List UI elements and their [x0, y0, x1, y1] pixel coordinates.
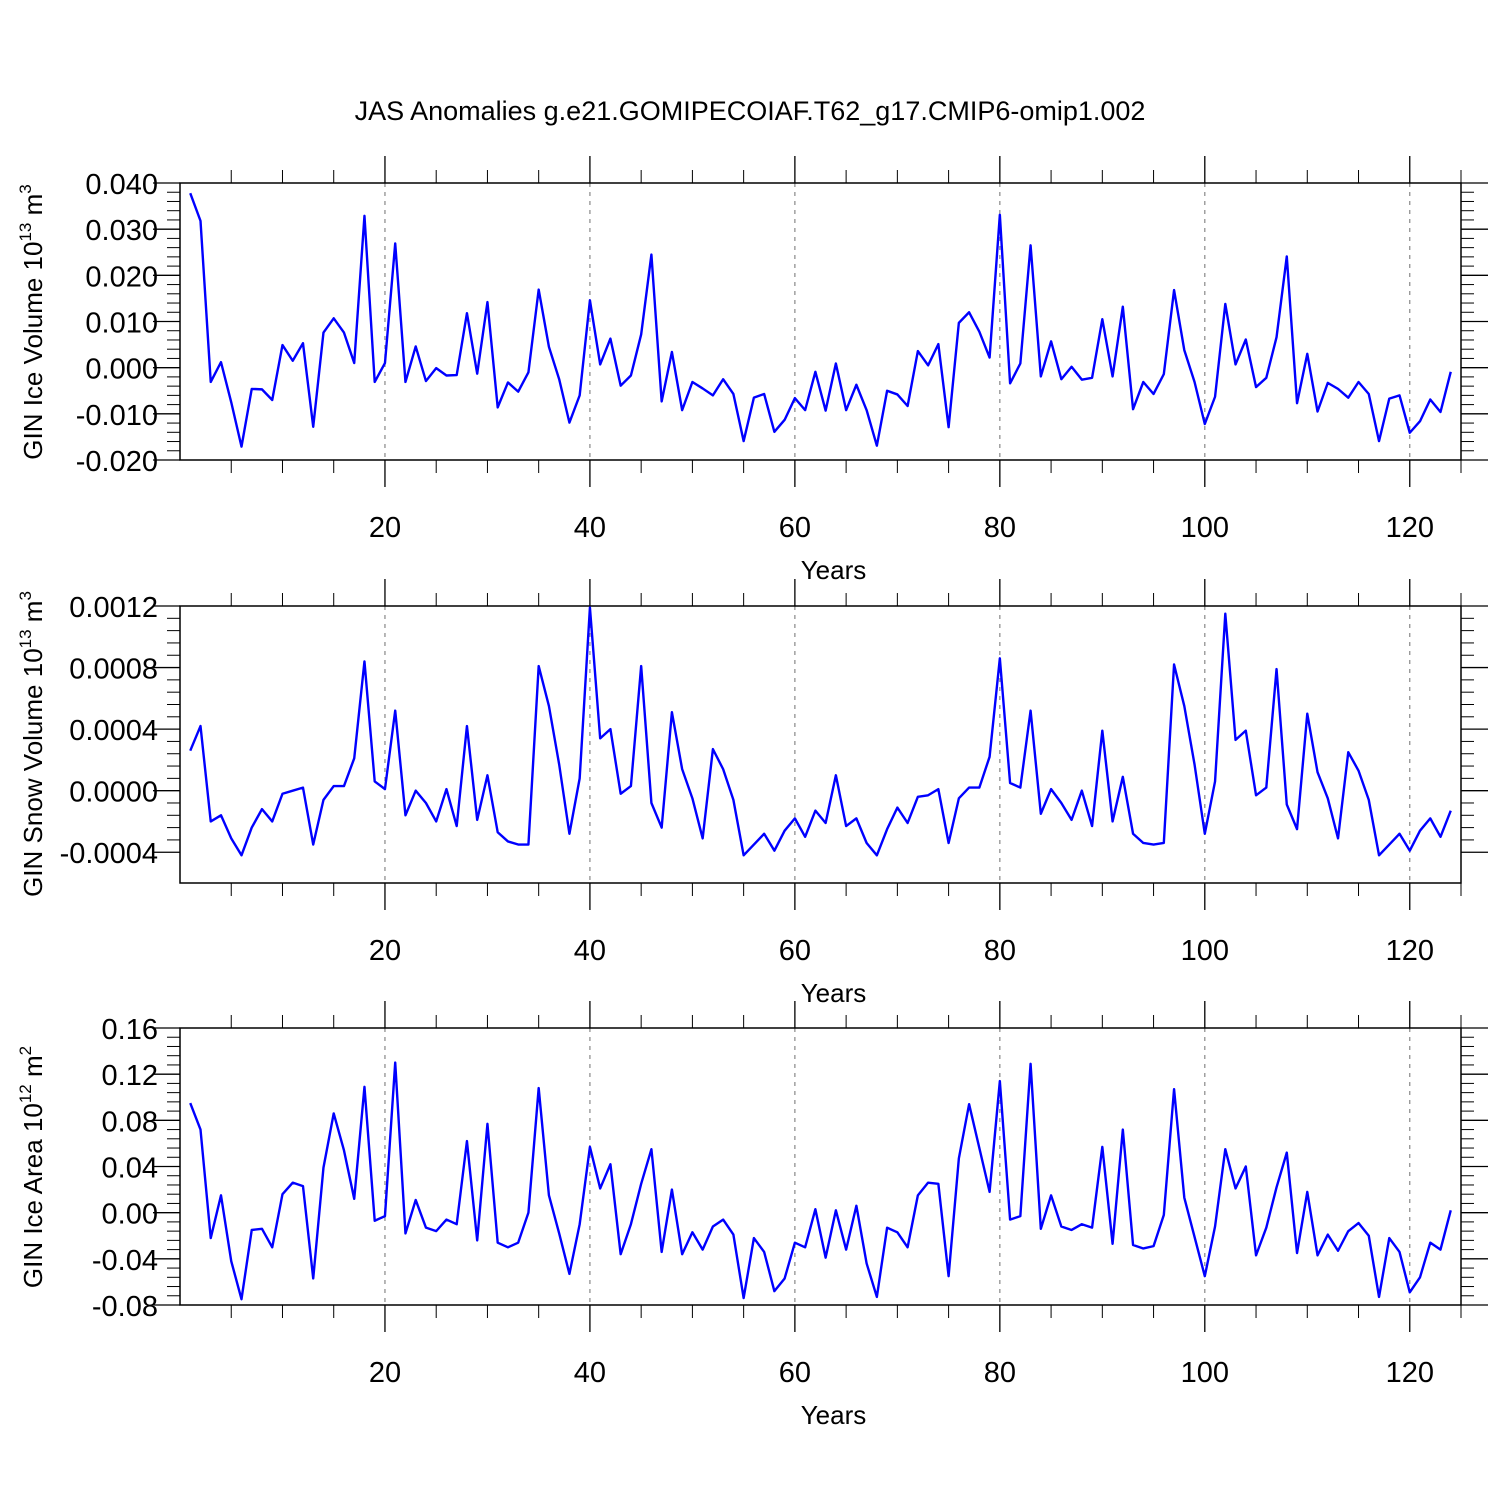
y-axis-title-main: GIN Snow Volume 10 — [18, 648, 48, 897]
figure-title: JAS Anomalies g.e21.GOMIPECOIAF.T62_g17.… — [355, 96, 1146, 126]
y-tick-label: -0.04 — [92, 1245, 158, 1277]
x-tick-label: 100 — [1181, 1357, 1229, 1389]
x-tick-label: 80 — [984, 1357, 1016, 1389]
y-tick-label: 0.04 — [102, 1153, 158, 1185]
y-tick-label: 0.0004 — [69, 715, 158, 747]
x-tick-label: 80 — [984, 935, 1016, 967]
y-axis-title-exponent: 13 — [16, 223, 35, 242]
x-tick-label: 120 — [1386, 512, 1434, 544]
y-axis-title-unit: m — [18, 194, 48, 223]
y-axis-title-unit-exponent: 3 — [16, 591, 35, 600]
y-tick-label: 0.12 — [102, 1060, 158, 1092]
y-tick-label: 0.020 — [85, 261, 158, 293]
x-tick-label: 120 — [1386, 935, 1434, 967]
x-tick-label: 60 — [779, 512, 811, 544]
plot-frame — [179, 605, 1462, 884]
x-axis-title: Years — [801, 978, 867, 1008]
y-tick-label: -0.0004 — [60, 838, 158, 870]
y-tick-label: -0.020 — [76, 446, 158, 478]
y-tick-label: 0.08 — [102, 1106, 158, 1138]
x-axis-title: Years — [801, 1400, 867, 1430]
y-tick-label: -0.010 — [76, 400, 158, 432]
data-series-line — [189, 192, 1452, 448]
y-axis-title-unit: m — [18, 601, 48, 630]
y-axis-title-unit-exponent: 2 — [16, 1046, 35, 1055]
y-axis-title-unit-exponent: 3 — [16, 184, 35, 193]
x-tick-label: 40 — [574, 512, 606, 544]
y-tick-label: 0.0012 — [69, 592, 158, 624]
x-tick-label: 80 — [984, 512, 1016, 544]
y-tick-label: 0.0000 — [69, 777, 158, 809]
chart-panels: 20 40 60 80 100 120 -0.020 -0.010 0.000 0.010 0.02… — [16, 156, 1488, 1430]
y-tick-label: 0.010 — [85, 308, 158, 340]
chart-panel-3: 20 40 60 80 100 120 -0.08 -0.04 0.00 0.04 0.08 0.12… — [16, 1001, 1488, 1430]
y-axis-title-exponent: 13 — [16, 629, 35, 648]
y-axis-title: GIN Ice Volume 1013 m3 — [16, 184, 48, 460]
y-axis-title: GIN Snow Volume 1013 m3 — [16, 591, 48, 897]
x-axis-title: Years — [801, 555, 867, 585]
x-tick-label: 40 — [574, 1357, 606, 1389]
y-tick-label: -0.08 — [92, 1291, 158, 1323]
x-tick-label: 20 — [369, 935, 401, 967]
y-tick-label: 0.16 — [102, 1014, 158, 1046]
y-axis-title-unit: m — [18, 1055, 48, 1084]
x-tick-label: 60 — [779, 935, 811, 967]
x-tick-label: 100 — [1181, 935, 1229, 967]
x-tick-label: 20 — [369, 512, 401, 544]
x-tick-label: 120 — [1386, 1357, 1434, 1389]
data-series-line — [189, 1061, 1452, 1301]
chart-panel-1: 20 40 60 80 100 120 -0.020 -0.010 0.000 0.010 0.02… — [16, 156, 1488, 585]
y-tick-label: 0.0008 — [69, 654, 158, 686]
y-axis-title-exponent: 12 — [16, 1084, 35, 1103]
x-tick-label: 100 — [1181, 512, 1229, 544]
y-tick-label: 0.000 — [85, 354, 158, 386]
x-tick-label: 20 — [369, 1357, 401, 1389]
y-axis-title-main: GIN Ice Volume 10 — [18, 242, 48, 460]
y-tick-label: 0.00 — [102, 1199, 158, 1231]
x-tick-label: 60 — [779, 1357, 811, 1389]
y-tick-label: 0.030 — [85, 215, 158, 247]
y-tick-label: 0.040 — [85, 169, 158, 201]
chart-panel-2: 20 40 60 80 100 120 -0.0004 0.0000 0.0004 0.0008 0… — [16, 579, 1488, 1008]
y-axis-title-main: GIN Ice Area 10 — [18, 1103, 48, 1288]
y-axis-title: GIN Ice Area 1012 m2 — [16, 1046, 48, 1288]
x-tick-label: 40 — [574, 935, 606, 967]
data-series-line — [189, 606, 1452, 857]
